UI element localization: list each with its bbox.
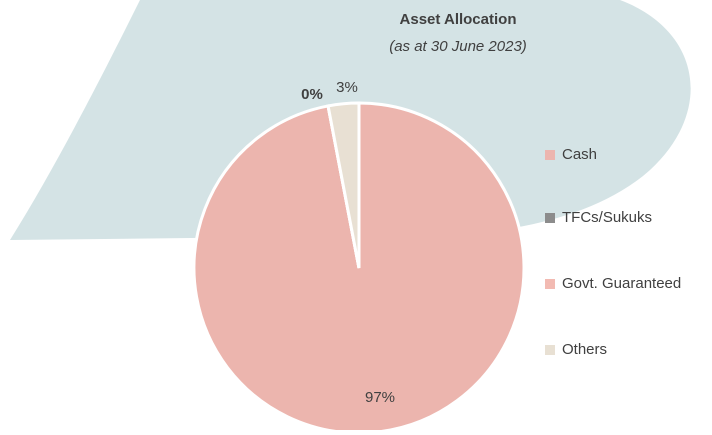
legend-swatch bbox=[545, 345, 555, 355]
data-label: 3% bbox=[336, 79, 358, 96]
chart-subtitle: (as at 30 June 2023) bbox=[389, 38, 527, 55]
data-label: 0% bbox=[301, 86, 323, 103]
legend-label: Govt. Guaranteed bbox=[562, 275, 681, 292]
legend-swatch bbox=[545, 279, 555, 289]
legend-swatch bbox=[545, 150, 555, 160]
legend-label: Others bbox=[562, 341, 607, 358]
legend-label: Cash bbox=[562, 146, 597, 163]
page: Asset Allocation (as at 30 June 2023) 97… bbox=[0, 0, 712, 430]
legend-swatch bbox=[545, 213, 555, 223]
chart: Asset Allocation (as at 30 June 2023) 97… bbox=[0, 0, 712, 430]
data-label: 97% bbox=[365, 389, 395, 406]
chart-title: Asset Allocation bbox=[400, 11, 517, 28]
legend-label: TFCs/Sukuks bbox=[562, 209, 652, 226]
